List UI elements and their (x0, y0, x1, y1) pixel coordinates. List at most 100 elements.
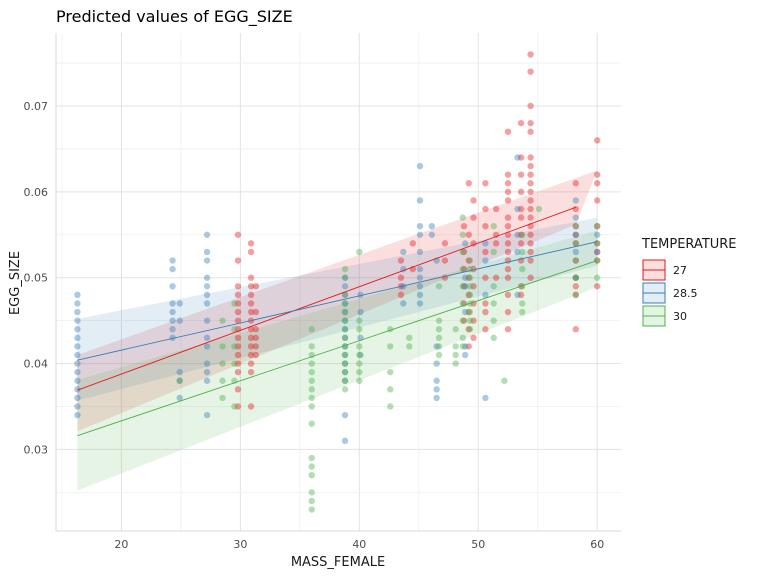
point-27 (572, 326, 579, 333)
point-27 (465, 231, 472, 238)
point-27 (527, 197, 534, 204)
point-27 (234, 351, 242, 359)
point-27 (517, 188, 525, 196)
point-28.5 (176, 317, 183, 324)
point-27 (397, 291, 405, 299)
point-30 (308, 420, 315, 427)
fit-line-30 (77, 260, 598, 437)
point-30 (519, 231, 526, 238)
point-30 (356, 377, 363, 384)
point-28.5 (357, 308, 364, 316)
point-28.5 (176, 394, 183, 402)
point-27 (517, 119, 525, 127)
point-28.5 (400, 248, 407, 256)
point-30 (466, 291, 474, 299)
point-27 (470, 265, 477, 273)
point-28.5 (341, 360, 349, 367)
point-27 (465, 343, 472, 350)
point-30 (466, 308, 474, 316)
point-27 (504, 197, 512, 204)
point-27 (492, 205, 500, 213)
point-28.5 (416, 265, 424, 273)
point-30 (341, 386, 349, 393)
point-27 (470, 334, 477, 342)
x-axis-ticks: 20 30 40 50 60 (114, 538, 604, 551)
point-30 (459, 248, 466, 256)
point-28.5 (461, 240, 469, 247)
point-27 (247, 360, 255, 367)
point-27 (504, 308, 512, 316)
point-30 (356, 351, 363, 359)
point-28.5 (74, 403, 81, 410)
point-28.5 (203, 248, 211, 256)
fit-line-28.5 (77, 241, 598, 361)
point-28.5 (594, 231, 601, 238)
point-28.5 (416, 291, 424, 299)
point-27 (594, 222, 601, 230)
point-27 (247, 308, 255, 316)
point-30 (459, 231, 466, 238)
point-30 (308, 454, 315, 462)
point-27 (527, 248, 534, 256)
point-27 (252, 308, 260, 316)
point-30 (466, 257, 474, 264)
point-30 (231, 343, 238, 350)
point-27 (247, 283, 255, 290)
point-30 (341, 317, 349, 324)
point-28.5 (572, 231, 579, 238)
point-30 (519, 248, 526, 256)
point-28.5 (74, 308, 81, 316)
legend-item-28.5: 28.5 (642, 282, 698, 304)
point-27 (441, 240, 449, 247)
point-30 (459, 214, 466, 221)
point-30 (219, 317, 226, 324)
point-30 (572, 291, 579, 299)
point-28.5 (341, 377, 349, 384)
point-27 (527, 205, 534, 213)
point-30 (341, 265, 349, 273)
point-27 (504, 188, 512, 196)
point-28.5 (416, 231, 424, 238)
point-27 (234, 334, 242, 342)
point-27 (247, 403, 255, 410)
point-30 (176, 377, 183, 384)
point-27 (460, 283, 468, 290)
point-30 (519, 265, 526, 273)
point-28.5 (416, 222, 424, 230)
point-30 (459, 283, 466, 290)
point-27 (482, 222, 489, 230)
point-28.5 (169, 326, 176, 333)
point-27 (527, 171, 534, 178)
point-27 (504, 214, 512, 221)
point-30 (356, 368, 363, 376)
point-27 (234, 343, 242, 350)
point-30 (219, 360, 226, 367)
ci-ribbon-30 (77, 230, 598, 491)
point-27 (527, 180, 534, 187)
y-tick-label: 0.06 (24, 186, 49, 199)
point-30 (308, 377, 315, 384)
point-30 (459, 334, 466, 342)
point-27 (470, 317, 477, 324)
point-27 (247, 291, 255, 299)
point-30 (466, 283, 474, 290)
point-27 (247, 334, 255, 342)
point-28.5 (400, 300, 407, 307)
point-27 (527, 257, 534, 264)
point-28.5 (203, 274, 211, 281)
legend-label-27: 27 (673, 264, 687, 277)
point-27 (465, 308, 472, 316)
point-28.5 (74, 360, 81, 367)
x-axis-title: MASS_FEMALE (291, 555, 385, 570)
point-27 (527, 214, 534, 221)
point-27 (504, 248, 512, 256)
y-tick-label: 0.03 (24, 443, 49, 456)
point-27 (517, 291, 525, 299)
point-28.5 (461, 283, 469, 290)
point-28.5 (74, 291, 81, 299)
point-30 (308, 326, 315, 333)
point-30 (519, 300, 526, 307)
point-27 (527, 162, 534, 170)
point-28.5 (461, 343, 469, 350)
point-28.5 (203, 377, 211, 384)
